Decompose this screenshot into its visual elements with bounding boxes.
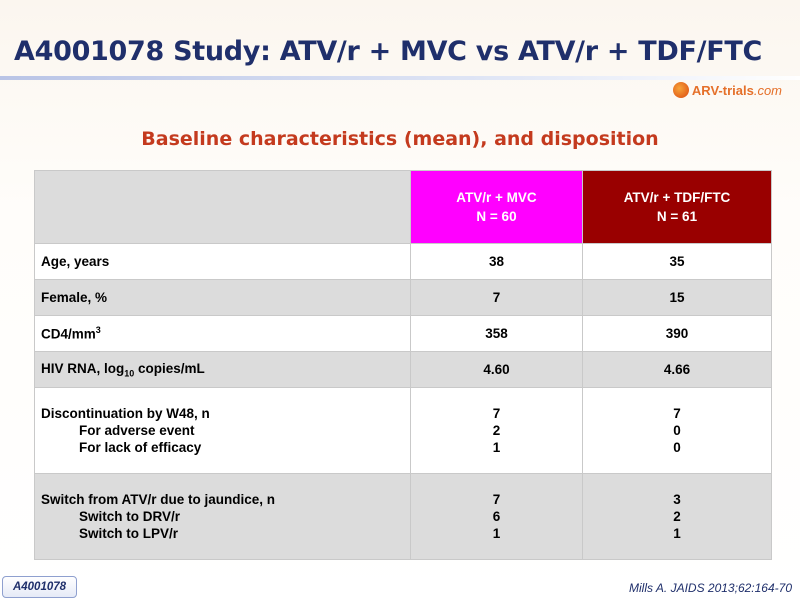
- cell-mvc: 4.60: [410, 351, 583, 388]
- table-row: CD4/mm3 358 390: [34, 315, 772, 352]
- cell-value: 1: [492, 440, 501, 455]
- header-atv-tdf-name: ATV/r + TDF/FTC: [623, 190, 731, 205]
- table-row: Switch from ATV/r due to jaundice, n Swi…: [34, 473, 772, 560]
- cell-value: 7: [492, 406, 501, 421]
- row-label: Female, %: [34, 279, 411, 316]
- table-row: Discontinuation by W48, n For adverse ev…: [34, 387, 772, 474]
- row-label-suffix: copies/mL: [134, 360, 205, 376]
- row-label: Discontinuation by W48, n For adverse ev…: [34, 387, 411, 474]
- cell-tdf: 35: [582, 243, 772, 280]
- cell-tdf: 7 0 0: [582, 387, 772, 474]
- cell-mvc: 7: [410, 279, 583, 316]
- cell-value: 1: [492, 526, 501, 541]
- cell-tdf: 390: [582, 315, 772, 352]
- cell-value: 2: [492, 423, 501, 438]
- cell-value: 1: [673, 526, 681, 541]
- citation: Mills A. JAIDS 2013;62:164-70: [629, 581, 792, 595]
- header-atv-mvc-name: ATV/r + MVC: [456, 190, 537, 205]
- title-underline: [0, 76, 800, 80]
- row-sublabel: Switch to DRV/r: [79, 509, 181, 524]
- row-label-superscript: 3: [95, 325, 101, 336]
- baseline-table: ATV/r + MVC N = 60 ATV/r + TDF/FTC N = 6…: [34, 170, 772, 560]
- row-label-main: Discontinuation by W48, n: [41, 406, 210, 421]
- table-header-row: ATV/r + MVC N = 60 ATV/r + TDF/FTC N = 6…: [34, 170, 772, 244]
- cell-value: 7: [673, 406, 681, 421]
- cell-mvc: 7 2 1: [410, 387, 583, 474]
- row-label-text: CD4/mm: [41, 326, 96, 342]
- logo-icon: [672, 82, 689, 98]
- cell-mvc: 358: [410, 315, 583, 352]
- cell-mvc: 7 6 1: [410, 473, 583, 560]
- row-label: HIV RNA, log10 copies/mL: [34, 351, 411, 388]
- header-atv-tdf-n: N = 61: [656, 209, 698, 224]
- logo-suffix: .com: [753, 82, 782, 98]
- table-row: Age, years 38 35: [34, 243, 772, 280]
- cell-value: 6: [492, 509, 501, 524]
- cell-value: 2: [673, 509, 681, 524]
- logo-main: ARV-trials: [691, 82, 754, 98]
- cell-tdf: 15: [582, 279, 772, 316]
- slide-subtitle: Baseline characteristics (mean), and dis…: [141, 128, 659, 150]
- row-sublabel: For adverse event: [79, 423, 195, 438]
- table-row: HIV RNA, log10 copies/mL 4.60 4.66: [34, 351, 772, 388]
- logo-text: ARV-trials.com: [692, 83, 782, 98]
- row-label: Age, years: [34, 243, 411, 280]
- header-atv-tdf: ATV/r + TDF/FTC N = 61: [582, 170, 772, 244]
- table-row: Female, % 7 15: [34, 279, 772, 316]
- cell-mvc: 38: [410, 243, 583, 280]
- cell-value: 3: [673, 492, 681, 507]
- arv-trials-logo: ARV-trials.com: [672, 80, 782, 100]
- cell-value: 0: [673, 423, 681, 438]
- row-label-subscript: 10: [124, 368, 135, 379]
- row-sublabel: Switch to LPV/r: [79, 526, 179, 541]
- row-label-text: HIV RNA, log: [41, 360, 125, 376]
- cell-value: 7: [492, 492, 501, 507]
- cell-value: 0: [673, 440, 681, 455]
- cell-tdf: 4.66: [582, 351, 772, 388]
- slide-title: A4001078 Study: ATV/r + MVC vs ATV/r + T…: [14, 36, 762, 67]
- header-atv-mvc: ATV/r + MVC N = 60: [410, 170, 583, 244]
- study-badge: A4001078: [2, 576, 77, 598]
- row-label: Switch from ATV/r due to jaundice, n Swi…: [34, 473, 411, 560]
- cell-tdf: 3 2 1: [582, 473, 772, 560]
- row-label: CD4/mm3: [34, 315, 411, 352]
- row-label-main: Switch from ATV/r due to jaundice, n: [41, 492, 276, 507]
- header-blank-cell: [34, 170, 411, 244]
- header-atv-mvc-n: N = 60: [476, 209, 517, 224]
- row-sublabel: For lack of efficacy: [79, 440, 202, 455]
